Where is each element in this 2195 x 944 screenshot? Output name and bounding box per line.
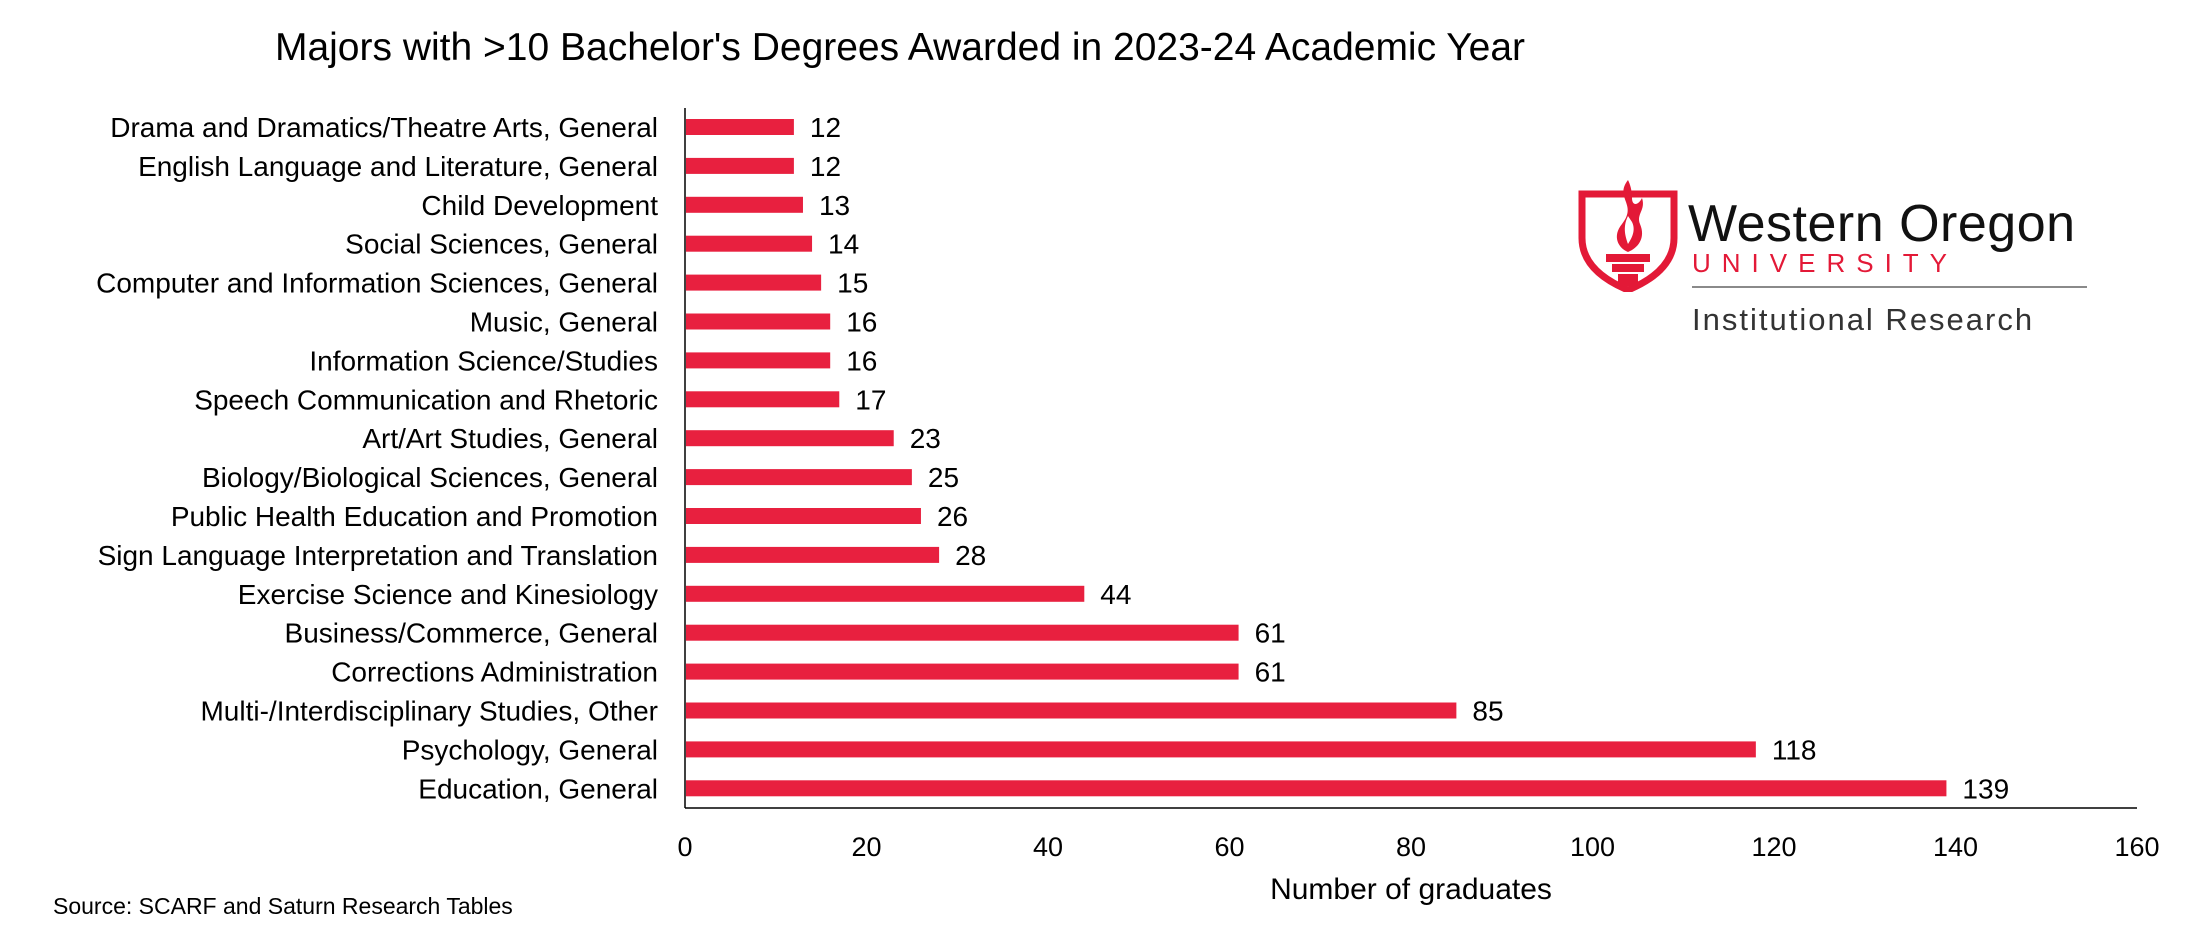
category-label: Speech Communication and Rhetoric bbox=[194, 384, 658, 415]
x-tick-label: 80 bbox=[1396, 832, 1426, 862]
x-axis-title: Number of graduates bbox=[1270, 873, 1552, 906]
value-label: 12 bbox=[810, 112, 841, 143]
category-label: Music, General bbox=[470, 307, 658, 338]
bar bbox=[686, 119, 794, 135]
category-label: Corrections Administration bbox=[331, 657, 658, 688]
x-tick-label: 60 bbox=[1214, 832, 1244, 862]
torch-shield-icon bbox=[1578, 180, 1678, 292]
category-label: Business/Commerce, General bbox=[285, 618, 658, 649]
value-label: 85 bbox=[1472, 696, 1503, 727]
logo-divider bbox=[1692, 286, 2087, 288]
category-label: Child Development bbox=[421, 190, 658, 221]
category-label: Sign Language Interpretation and Transla… bbox=[98, 540, 658, 571]
bar bbox=[686, 780, 1947, 797]
category-label: Psychology, General bbox=[402, 734, 658, 765]
value-label: 15 bbox=[837, 268, 868, 299]
x-tick-label: 140 bbox=[1933, 832, 1978, 862]
value-label: 26 bbox=[937, 501, 968, 532]
chart-title: Majors with >10 Bachelor's Degrees Award… bbox=[274, 26, 1526, 69]
category-label: Art/Art Studies, General bbox=[362, 423, 658, 454]
bar bbox=[686, 469, 912, 486]
bar bbox=[686, 624, 1239, 641]
university-logo: Western Oregon UNIVERSITY Institutional … bbox=[1576, 176, 2136, 346]
value-label: 17 bbox=[855, 384, 886, 415]
value-label: 139 bbox=[1962, 773, 2009, 804]
value-label: 25 bbox=[928, 462, 959, 493]
source-note: Source: SCARF and Saturn Research Tables bbox=[53, 893, 513, 919]
bar bbox=[686, 741, 1756, 758]
value-label: 23 bbox=[910, 423, 941, 454]
category-label: Social Sciences, General bbox=[345, 229, 658, 260]
x-tick-label: 120 bbox=[1751, 832, 1796, 862]
category-label: Education, General bbox=[418, 773, 658, 804]
category-label: English Language and Literature, General bbox=[138, 151, 658, 182]
x-tick-label: 40 bbox=[1033, 832, 1063, 862]
category-label: Computer and Information Sciences, Gener… bbox=[96, 268, 658, 299]
category-labels: Drama and Dramatics/Theatre Arts, Genera… bbox=[96, 112, 658, 804]
value-label: 61 bbox=[1255, 618, 1286, 649]
value-label: 16 bbox=[846, 307, 877, 338]
value-label: 118 bbox=[1772, 734, 1817, 765]
value-labels: 12 12 13 14 15 16 16 17 23 25 26 28 44 61 61 85 118 139 bbox=[810, 112, 2009, 804]
logo-department: Institutional Research bbox=[1692, 302, 2035, 337]
bar bbox=[686, 352, 831, 369]
bar bbox=[686, 508, 921, 524]
category-label: Biology/Biological Sciences, General bbox=[202, 462, 658, 493]
bar bbox=[686, 702, 1457, 719]
value-label: 13 bbox=[819, 190, 850, 221]
category-label: Multi-/Interdisciplinary Studies, Other bbox=[200, 696, 658, 727]
logo-name: Western Oregon bbox=[1688, 195, 2076, 253]
category-label: Information Science/Studies bbox=[309, 345, 658, 376]
bar bbox=[686, 663, 1239, 680]
bar bbox=[686, 196, 803, 213]
x-tick-label: 20 bbox=[851, 832, 881, 862]
x-tick-label: 100 bbox=[1570, 832, 1615, 862]
value-label: 28 bbox=[955, 540, 986, 571]
value-label: 12 bbox=[810, 151, 841, 182]
bar bbox=[686, 585, 1085, 602]
x-tick-labels: 0 20 40 60 80 100 120 140 160 bbox=[677, 832, 2159, 862]
bar bbox=[686, 274, 822, 291]
bar bbox=[686, 235, 813, 252]
value-label: 16 bbox=[846, 345, 877, 376]
value-label: 14 bbox=[828, 229, 859, 260]
x-tick-label: 160 bbox=[2114, 832, 2159, 862]
bars-layer bbox=[686, 119, 1947, 797]
category-label: Public Health Education and Promotion bbox=[171, 501, 658, 532]
bar bbox=[686, 430, 894, 447]
category-label: Exercise Science and Kinesiology bbox=[238, 579, 658, 610]
bar bbox=[686, 313, 831, 330]
bar bbox=[686, 546, 940, 563]
x-tick-label: 0 bbox=[677, 832, 692, 862]
bar bbox=[686, 391, 840, 408]
value-label: 61 bbox=[1255, 657, 1286, 688]
category-label: Drama and Dramatics/Theatre Arts, Genera… bbox=[110, 112, 658, 143]
value-label: 44 bbox=[1100, 579, 1131, 610]
bar bbox=[686, 157, 794, 174]
logo-subtitle: UNIVERSITY bbox=[1692, 248, 1959, 278]
